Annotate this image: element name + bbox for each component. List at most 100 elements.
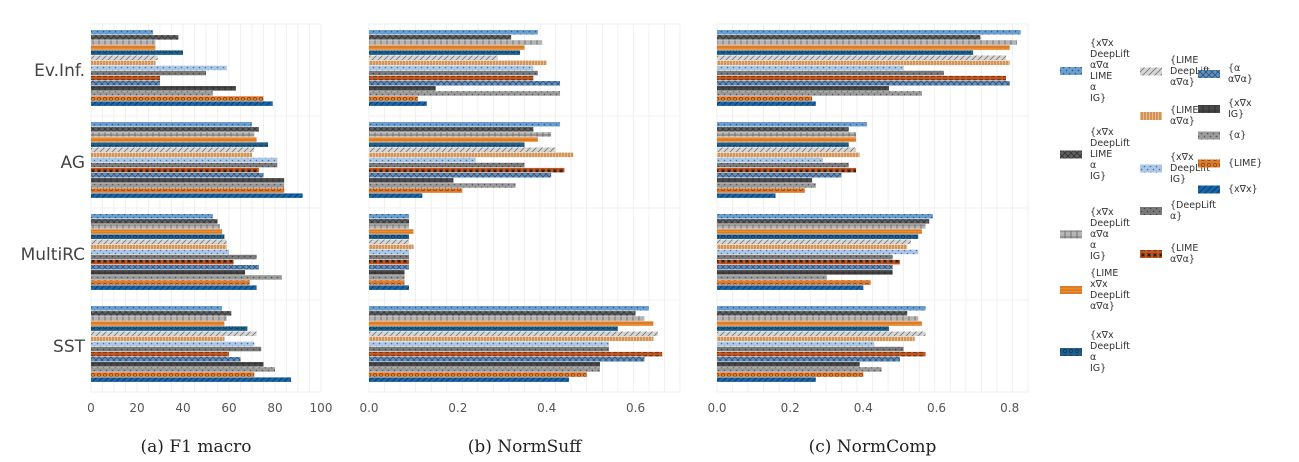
bar-3-2-1 — [717, 122, 868, 127]
bar-3-1-4 — [717, 45, 1010, 50]
x-tick-label: 40 — [175, 401, 190, 415]
bar-1-3-5 — [91, 234, 225, 239]
bar-3-2-13 — [717, 183, 816, 188]
bar-2-4-1 — [369, 306, 649, 311]
bar-2-2-9 — [369, 162, 525, 168]
bar-2-4-5 — [369, 326, 618, 331]
bar-3-1-5 — [717, 50, 974, 55]
bar-3-1-12 — [717, 86, 889, 91]
bar-3-3-8 — [717, 249, 919, 255]
bar-3-4-3 — [717, 316, 919, 321]
bar-2-3-10 — [369, 259, 409, 265]
bar-1-2-4 — [91, 137, 257, 142]
legend-swatch — [1198, 105, 1220, 113]
bar-3-3-10 — [717, 259, 900, 265]
legend-swatch — [1198, 131, 1220, 140]
panel-3: 0.0 0.2 0.4 0.6 0.8 (c) NormComp — [707, 23, 1029, 457]
legend-label: {x∇x DeepLift α IG} — [1090, 330, 1130, 374]
bar-1-3-13 — [91, 275, 282, 280]
bar-1-3-6 — [91, 239, 227, 244]
bar-2-2-4 — [369, 137, 538, 142]
legend-swatch — [1140, 250, 1162, 258]
legend-swatch — [1060, 230, 1082, 239]
legend-swatch — [1140, 112, 1162, 120]
bar-3-1-1 — [717, 30, 1021, 35]
bar-3-3-14 — [717, 280, 871, 285]
bar-2-3-1 — [369, 214, 409, 219]
legend-item: {LIME x∇x DeepLift α∇α} — [1060, 268, 1130, 312]
bar-3-4-11 — [717, 357, 900, 362]
x-tick-label: 60 — [221, 401, 236, 415]
bar-2-1-10 — [369, 75, 534, 81]
legend-item: {α α∇α} — [1198, 63, 1253, 85]
bar-3-2-4 — [717, 137, 857, 142]
bar-1-2-11 — [91, 173, 264, 178]
bar-1-1-2 — [91, 35, 179, 40]
bar-2-1-7 — [369, 60, 547, 66]
bar-3-2-7 — [717, 152, 860, 158]
x-tick-label: 0.6 — [626, 401, 645, 415]
bar-2-1-2 — [369, 35, 512, 40]
bar-2-2-13 — [369, 183, 516, 188]
bar-2-1-6 — [369, 55, 498, 60]
bar-3-3-13 — [717, 275, 827, 280]
bar-1-2-13 — [91, 183, 285, 188]
bar-2-3-5 — [369, 234, 409, 239]
bar-1-2-14 — [91, 188, 285, 193]
bar-2-2-2 — [369, 127, 534, 132]
bar-2-4-4 — [369, 321, 654, 326]
bar-1-4-14 — [91, 372, 255, 377]
bar-3-1-7 — [717, 60, 1010, 66]
legend-item: {x∇x DeepLift IG} — [1140, 152, 1210, 185]
bar-2-1-3 — [369, 40, 543, 45]
dataset-label: AG — [60, 153, 85, 173]
bar-2-2-10 — [369, 167, 565, 173]
legend-swatch — [1198, 70, 1220, 78]
x-tick-label: 0.0 — [707, 401, 726, 415]
legend-label: {α} — [1228, 130, 1246, 141]
x-tick-label: 0.0 — [359, 401, 378, 415]
bar-3-4-14 — [717, 372, 864, 377]
panel-caption: (c) NormComp — [809, 437, 937, 457]
legend-label: {LIME} — [1228, 158, 1262, 169]
bar-3-1-3 — [717, 40, 1018, 45]
bar-3-2-6 — [717, 147, 857, 152]
bar-3-4-9 — [717, 346, 904, 352]
bar-2-4-10 — [369, 351, 663, 357]
bar-2-4-15 — [369, 377, 569, 382]
bar-3-3-11 — [717, 265, 893, 270]
bar-1-3-1 — [91, 214, 213, 219]
bar-2-3-9 — [369, 254, 409, 260]
bar-1-1-8 — [91, 65, 227, 71]
bar-2-2-5 — [369, 142, 525, 147]
bar-2-4-9 — [369, 346, 609, 352]
bar-3-4-4 — [717, 321, 922, 326]
bar-1-1-13 — [91, 91, 213, 96]
bar-2-3-11 — [369, 265, 409, 270]
bar-3-2-5 — [717, 142, 849, 147]
bar-2-2-7 — [369, 152, 574, 158]
bar-3-1-13 — [717, 91, 922, 96]
bar-2-2-14 — [369, 188, 463, 193]
bar-1-2-8 — [91, 157, 278, 163]
bar-2-3-6 — [369, 239, 409, 244]
x-tick-label: 0.4 — [854, 401, 873, 415]
bar-2-2-15 — [369, 193, 423, 198]
bar-2-1-13 — [369, 91, 561, 96]
bar-3-1-2 — [717, 35, 981, 40]
legend-item: {x∇x} — [1198, 184, 1258, 195]
bar-1-3-7 — [91, 244, 227, 250]
x-tick-label: 0.2 — [781, 401, 800, 415]
bar-3-3-2 — [717, 219, 930, 224]
bar-1-3-14 — [91, 280, 250, 285]
bar-3-1-6 — [717, 55, 1007, 60]
bar-2-2-8 — [369, 157, 476, 163]
legend-label: {DeepLift α} — [1170, 200, 1216, 222]
legend-swatch — [1140, 164, 1162, 173]
bar-2-3-14 — [369, 280, 405, 285]
legend-swatch — [1140, 67, 1162, 76]
bar-1-1-10 — [91, 75, 160, 81]
bar-1-4-6 — [91, 331, 257, 336]
bar-2-4-13 — [369, 367, 601, 372]
bar-2-4-11 — [369, 357, 645, 362]
